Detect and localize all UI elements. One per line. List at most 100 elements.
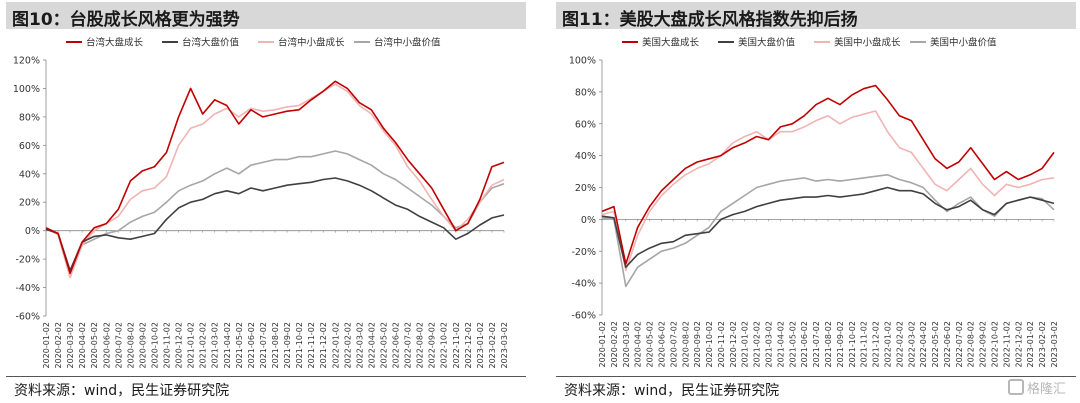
line-chart: 美国大盘成长 美国大盘价值 美国中小盘成长 美国中小盘价值 -60% -40% -20% 0%… <box>569 37 1059 368</box>
y-tick-label: -60% <box>571 311 596 322</box>
source-divider <box>556 376 1076 377</box>
x-tick-label: 2021-10-02 <box>295 322 304 369</box>
x-tick-label: 2021-08-02 <box>271 322 280 369</box>
x-tick-label: 2022-11-02 <box>452 322 461 369</box>
x-tick-label: 2021-08-02 <box>824 321 833 368</box>
x-tick-label: 2020-08-02 <box>681 321 690 368</box>
series-line <box>45 177 505 272</box>
legend-label: 台湾中小盘成长 <box>278 37 345 49</box>
y-axis: -60% -40% -20% 0% 20% 40% 60% 80% 100% 120% <box>13 56 47 323</box>
x-tick-label: 2021-03-02 <box>211 322 220 369</box>
x-tick-label: 2022-02-02 <box>343 322 352 369</box>
y-tick-label: 80% <box>19 112 40 123</box>
x-tick-label: 2022-05-02 <box>931 321 940 368</box>
x-tick-label: 2022-09-02 <box>428 322 437 369</box>
x-tick-label: 2020-06-02 <box>102 322 111 369</box>
x-axis: 2020-01-02 2020-02-02 2020-03-02 2020-04-02… <box>42 230 509 369</box>
source-note: 资料来源：wind，民生证券研究院 <box>564 383 780 399</box>
figure-title-bar: 图11：美股大盘成长风格指数先抑后扬 <box>556 2 1076 30</box>
x-tick-label: 2020-03-02 <box>66 322 75 369</box>
figure-title: 图10：台股成长风格更为强势 <box>12 10 240 30</box>
y-tick-label: 60% <box>575 119 596 130</box>
legend-label: 美国大盘价值 <box>738 37 796 49</box>
x-tick-label: 2020-02-02 <box>54 322 63 369</box>
x-tick-label: 2021-02-02 <box>199 322 208 369</box>
y-tick-label: 0% <box>581 215 596 226</box>
x-tick-label: 2023-01-02 <box>476 322 485 369</box>
source-note: 资料来源：wind，民生证券研究院 <box>14 383 230 399</box>
x-tick-label: 2020-01-02 <box>42 322 51 369</box>
x-tick-label: 2021-01-02 <box>741 321 750 368</box>
x-tick-label: 2022-01-02 <box>331 322 340 369</box>
x-tick-label: 2021-03-02 <box>765 321 774 368</box>
x-tick-label: 2021-06-02 <box>800 321 809 368</box>
y-tick-label: 20% <box>575 183 596 194</box>
series-line <box>601 84 1055 265</box>
x-tick-label: 2021-02-02 <box>753 321 762 368</box>
series-group <box>45 80 505 279</box>
series-line <box>601 174 1055 288</box>
x-tick-label: 2022-03-02 <box>907 321 916 368</box>
legend-label: 台湾中小盘价值 <box>374 37 441 49</box>
series-group <box>601 84 1055 288</box>
x-tick-label: 2020-11-02 <box>717 321 726 368</box>
x-tick-label: 2021-07-02 <box>259 322 268 369</box>
x-tick-label: 2021-04-02 <box>776 321 785 368</box>
x-tick-label: 2021-06-02 <box>247 322 256 369</box>
x-tick-label: 2020-05-02 <box>646 321 655 368</box>
figure-panel-left: 图10：台股成长风格更为强势 台湾大盘成长 台湾大盘价值 台湾中小盘成长 台湾中小盘价… <box>0 0 530 403</box>
series-line <box>45 80 505 275</box>
y-tick-label: 100% <box>569 56 596 67</box>
series-line <box>601 186 1055 268</box>
chart-legend: 台湾大盘成长 台湾大盘价值 台湾中小盘成长 台湾中小盘价值 <box>66 37 441 49</box>
watermark-text: 格隆汇 <box>1027 382 1067 397</box>
x-tick-label: 2023-02-02 <box>1038 321 1047 368</box>
x-tick-label: 2022-04-02 <box>919 321 928 368</box>
x-tick-label: 2021-11-02 <box>860 321 869 368</box>
x-tick-label: 2021-11-02 <box>307 322 316 369</box>
x-tick-label: 2020-09-02 <box>138 322 147 369</box>
x-tick-label: 2020-12-02 <box>729 321 738 368</box>
x-tick-label: 2020-12-02 <box>175 322 184 369</box>
figure-panel-right: 图11：美股大盘成长风格指数先抑后扬 美国大盘成长 美国大盘价值 美国中小盘成长 美国… <box>550 0 1080 403</box>
line-chart: 台湾大盘成长 台湾大盘价值 台湾中小盘成长 台湾中小盘价值 -60% -40% -20% 0%… <box>13 37 509 369</box>
source-divider <box>6 376 526 377</box>
series-line <box>601 110 1055 272</box>
y-tick-label: -40% <box>15 283 40 294</box>
chart-legend: 美国大盘成长 美国大盘价值 美国中小盘成长 美国中小盘价值 <box>622 37 997 49</box>
x-tick-label: 2022-05-02 <box>379 322 388 369</box>
x-tick-label: 2020-04-02 <box>634 321 643 368</box>
x-tick-label: 2021-01-02 <box>187 322 196 369</box>
legend-label: 台湾大盘价值 <box>182 37 240 49</box>
figure-title-bar: 图10：台股成长风格更为强势 <box>6 2 526 30</box>
y-tick-label: 20% <box>19 198 40 209</box>
x-tick-label: 2023-01-02 <box>1026 321 1035 368</box>
x-tick-label: 2020-02-02 <box>610 321 619 368</box>
y-tick-label: -40% <box>571 279 596 290</box>
series-line <box>45 83 505 279</box>
x-tick-label: 2022-04-02 <box>367 322 376 369</box>
x-tick-label: 2020-01-02 <box>598 321 607 368</box>
x-tick-label: 2022-08-02 <box>416 322 425 369</box>
x-tick-label: 2021-05-02 <box>788 321 797 368</box>
x-tick-label: 2021-09-02 <box>283 322 292 369</box>
x-tick-label: 2022-10-02 <box>440 322 449 369</box>
legend-label: 美国大盘成长 <box>642 37 700 49</box>
x-axis: 2020-01-02 2020-02-02 2020-03-02 2020-04-02… <box>598 219 1059 368</box>
series-line <box>45 150 505 275</box>
x-tick-label: 2023-03-02 <box>500 322 509 369</box>
x-tick-label: 2020-04-02 <box>78 322 87 369</box>
y-tick-label: 100% <box>13 84 40 95</box>
legend-label: 美国中小盘价值 <box>930 37 997 49</box>
x-tick-label: 2021-04-02 <box>223 322 232 369</box>
x-tick-label: 2022-11-02 <box>1002 321 1011 368</box>
x-tick-label: 2021-12-02 <box>319 322 328 369</box>
x-tick-label: 2022-02-02 <box>895 321 904 368</box>
y-tick-label: 0% <box>25 226 40 237</box>
x-tick-label: 2023-02-02 <box>488 322 497 369</box>
y-tick-label: -20% <box>15 255 40 266</box>
y-tick-label: -20% <box>571 247 596 258</box>
watermark-logo-icon <box>1008 379 1024 395</box>
legend-label: 台湾大盘成长 <box>86 37 144 49</box>
y-tick-label: 60% <box>19 141 40 152</box>
